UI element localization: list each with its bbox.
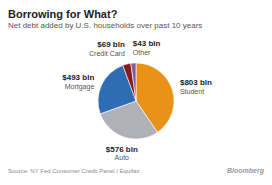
svg-text:Credit Card: Credit Card [89, 50, 125, 57]
html-text:Borrowing for What?: Borrowing for What? [8, 8, 118, 20]
svg-text:$576 bln: $576 bln [106, 145, 138, 154]
svg-text:$43 bln: $43 bln [133, 39, 161, 48]
svg-text:Student: Student [180, 88, 204, 95]
svg-text:$493 bln: $493 bln [62, 73, 94, 82]
svg-text:Other: Other [133, 49, 151, 56]
svg-text:Mortgage: Mortgage [65, 83, 95, 91]
html-text:Source: NY Fed Consumer Credit: Source: NY Fed Consumer Credit Panel / E… [8, 168, 140, 174]
svg-text:$803 bln: $803 bln [180, 78, 212, 87]
html-text:Bloomberg: Bloomberg [227, 167, 264, 174]
svg-text:Auto: Auto [115, 154, 130, 161]
svg-text:$69 bln: $69 bln [97, 40, 125, 49]
html-text:Net debt added by U.S. househo: Net debt added by U.S. households over p… [8, 21, 203, 30]
